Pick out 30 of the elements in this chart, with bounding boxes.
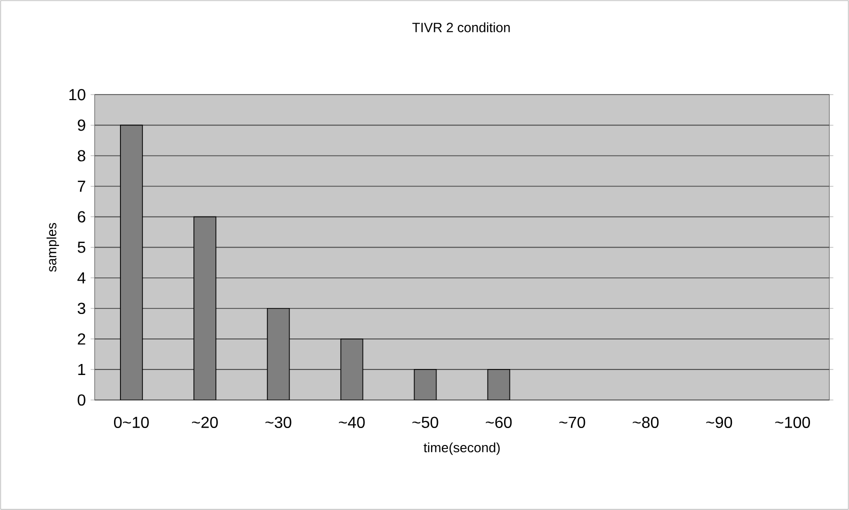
y-tick-label: 4 — [77, 272, 86, 284]
bar — [487, 369, 510, 400]
x-axis-title: time(second) — [424, 442, 500, 455]
y-tick-label: 9 — [78, 120, 86, 131]
y-axis-title: samples — [46, 222, 60, 272]
y-tick-label: 0 — [78, 394, 86, 406]
y-tick-label: 10 — [69, 89, 86, 100]
y-tick-label: 7 — [78, 180, 86, 192]
x-tick-label: ~90 — [706, 416, 732, 428]
bar — [193, 216, 216, 400]
x-tick-label: ~80 — [632, 416, 659, 428]
x-tick-label: ~20 — [192, 416, 218, 428]
x-tick-label: ~60 — [486, 416, 512, 428]
x-tick-label: ~40 — [338, 416, 365, 428]
chart-title: TIVR 2 condition — [412, 22, 510, 32]
bar — [340, 338, 364, 400]
y-tick-label: 2 — [78, 333, 86, 345]
y-tick-label: 6 — [78, 211, 86, 222]
y-tick-label: 1 — [78, 364, 86, 375]
y-tick-label: 3 — [78, 302, 86, 314]
x-tick-label: ~70 — [559, 416, 586, 428]
x-tick-label: 0~10 — [114, 416, 149, 428]
x-tick-label: ~30 — [265, 416, 292, 428]
y-tick-label: 8 — [78, 150, 86, 162]
bar — [120, 124, 143, 400]
y-tick-label: 5 — [78, 242, 86, 253]
x-tick-label: ~100 — [775, 416, 810, 428]
x-tick-label: ~50 — [412, 416, 438, 428]
bar — [266, 308, 290, 400]
bar — [414, 369, 437, 400]
